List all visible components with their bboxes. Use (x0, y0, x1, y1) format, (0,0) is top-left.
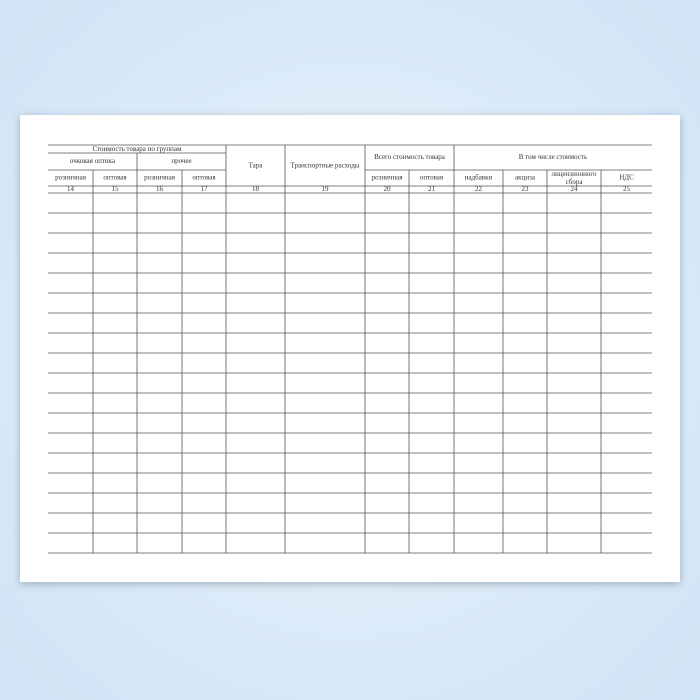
column-header: оптовая (192, 174, 216, 182)
column-header: лицензионного сбора (551, 170, 597, 186)
group-title: Стоимость товара по группам (93, 145, 183, 153)
column-number: 18 (252, 185, 260, 193)
column-number: 22 (475, 185, 483, 193)
column-number: 23 (522, 185, 530, 193)
column-header: Транспортные расходы (291, 162, 360, 170)
column-number: 25 (623, 185, 631, 193)
column-number: 20 (384, 185, 392, 193)
group-header: очковая оптика (70, 157, 116, 165)
column-header: розничная (372, 174, 404, 182)
group-header: В том числе стоимость (519, 153, 587, 161)
column-header: розничная (55, 174, 87, 182)
column-number: 24 (571, 185, 579, 193)
column-header: НДС (619, 174, 634, 182)
column-header: акциза (515, 174, 536, 182)
column-number: 15 (112, 185, 120, 193)
column-header: оптовая (420, 174, 444, 182)
column-number: 21 (428, 185, 436, 193)
column-number: 17 (201, 185, 209, 193)
group-header: Всего стоимость товара (374, 153, 446, 161)
column-header: надбавки (465, 174, 493, 182)
column-header: розничная (144, 174, 176, 182)
column-number: 16 (156, 185, 164, 193)
column-header: Тара (249, 162, 264, 170)
column-number: 19 (322, 185, 330, 193)
column-number: 14 (67, 185, 75, 193)
group-header: прочее (171, 157, 191, 165)
column-header: оптовая (103, 174, 127, 182)
